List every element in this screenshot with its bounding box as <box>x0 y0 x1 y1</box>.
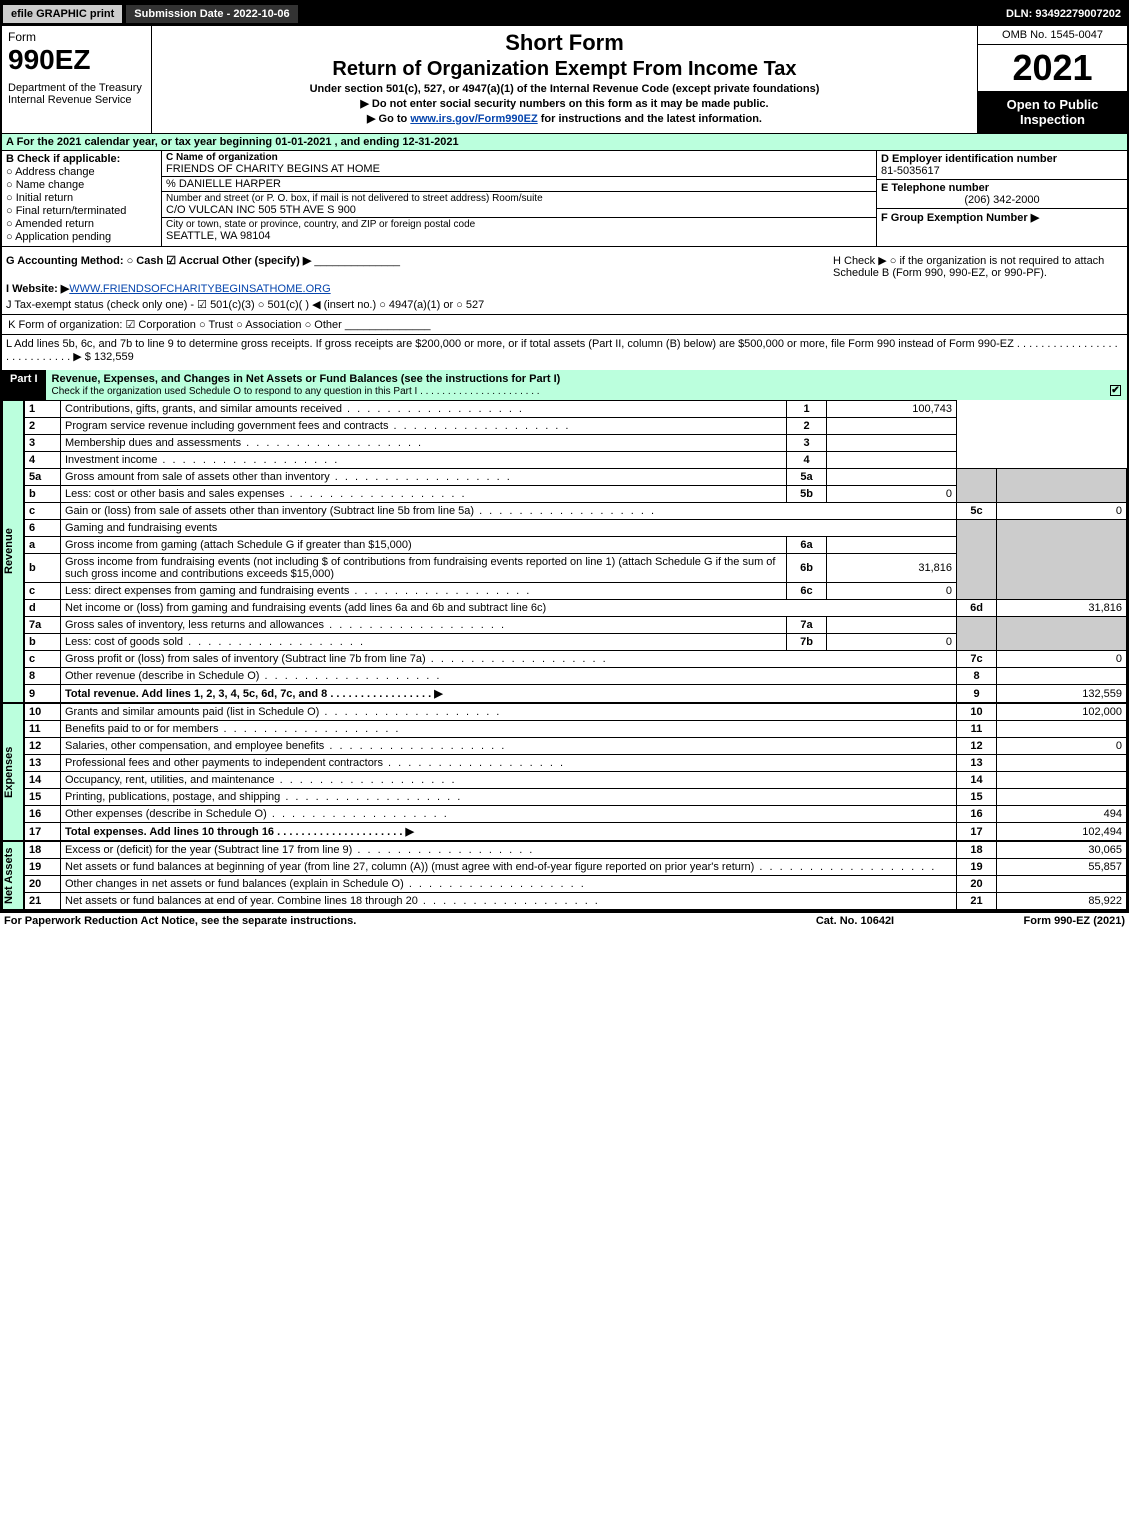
short-form-title: Short Form <box>156 30 973 56</box>
group-exempt-label: F Group Exemption Number ▶ <box>881 211 1123 224</box>
j-tax-exempt: J Tax-exempt status (check only one) - ☑… <box>6 298 1123 311</box>
irs-link[interactable]: www.irs.gov/Form990EZ <box>410 113 537 125</box>
l-value: 132,559 <box>94 351 134 363</box>
side-expenses: Expenses <box>2 703 24 841</box>
percent-name: % DANIELLE HARPER <box>162 177 876 192</box>
main-title: Return of Organization Exempt From Incom… <box>156 58 973 81</box>
chk-address[interactable]: Address change <box>6 166 157 178</box>
form-container: efile GRAPHIC print Submission Date - 20… <box>0 0 1129 912</box>
revenue-table: 1Contributions, gifts, grants, and simil… <box>24 400 1127 703</box>
g-accounting: G Accounting Method: ○ Cash ☑ Accrual Ot… <box>6 254 823 267</box>
net-assets-table: 18Excess or (deficit) for the year (Subt… <box>24 841 1127 910</box>
submission-date: Submission Date - 2022-10-06 <box>125 4 298 24</box>
footer-catno: Cat. No. 10642I <box>765 915 945 927</box>
part1-label: Part I <box>2 370 46 400</box>
header-right: OMB No. 1545-0047 2021 Open to Public In… <box>977 26 1127 133</box>
chk-pending[interactable]: Application pending <box>6 231 157 243</box>
omb-number: OMB No. 1545-0047 <box>978 26 1127 45</box>
b-label: B Check if applicable: <box>6 153 157 165</box>
efile-graphic-print[interactable]: efile GRAPHIC print <box>2 4 123 24</box>
side-net-assets: Net Assets <box>2 841 24 910</box>
c-name-label: C Name of organization <box>166 152 872 163</box>
addr-label: Number and street (or P. O. box, if mail… <box>166 193 872 204</box>
section-bcd: B Check if applicable: Address change Na… <box>2 151 1127 247</box>
revenue-section: Revenue 1Contributions, gifts, grants, a… <box>2 400 1127 703</box>
form-number: 990EZ <box>8 44 145 76</box>
chk-final[interactable]: Final return/terminated <box>6 205 157 217</box>
col-c-org: C Name of organization FRIENDS OF CHARIT… <box>162 151 877 246</box>
topbar: efile GRAPHIC print Submission Date - 20… <box>2 2 1127 26</box>
subtitle: Under section 501(c), 527, or 4947(a)(1)… <box>156 83 973 95</box>
chk-amended[interactable]: Amended return <box>6 218 157 230</box>
l-gross-receipts: L Add lines 5b, 6c, and 7b to line 9 to … <box>6 338 1123 363</box>
part1-header: Part I Revenue, Expenses, and Changes in… <box>2 370 1127 400</box>
page-footer: For Paperwork Reduction Act Notice, see … <box>0 912 1129 929</box>
dln: DLN: 93492279007202 <box>1006 8 1127 20</box>
city-label: City or town, state or province, country… <box>166 219 872 230</box>
open-public: Open to Public Inspection <box>978 91 1127 133</box>
footer-form: Form 990-EZ (2021) <box>945 915 1125 927</box>
section-ghijkl: G Accounting Method: ○ Cash ☑ Accrual Ot… <box>2 247 1127 370</box>
footer-left: For Paperwork Reduction Act Notice, see … <box>4 915 765 927</box>
row-a-period: A For the 2021 calendar year, or tax yea… <box>2 134 1127 151</box>
tel-value: (206) 342-2000 <box>881 194 1123 206</box>
instr-goto: ▶ Go to www.irs.gov/Form990EZ for instru… <box>156 112 973 125</box>
part1-checkbox[interactable] <box>1110 385 1121 396</box>
city-state-zip: SEATTLE, WA 98104 <box>166 230 872 242</box>
department: Department of the Treasury Internal Reve… <box>8 82 145 106</box>
col-b-checks: B Check if applicable: Address change Na… <box>2 151 162 246</box>
expenses-section: Expenses 10Grants and similar amounts pa… <box>2 703 1127 841</box>
expenses-table: 10Grants and similar amounts paid (list … <box>24 703 1127 841</box>
website-link[interactable]: WWW.FRIENDSOFCHARITYBEGINSATHOME.ORG <box>69 283 330 295</box>
ein-label: D Employer identification number <box>881 153 1123 165</box>
i-website: I Website: ▶WWW.FRIENDSOFCHARITYBEGINSAT… <box>6 282 1123 295</box>
chk-initial[interactable]: Initial return <box>6 192 157 204</box>
instr-ssn: ▶ Do not enter social security numbers o… <box>156 97 973 110</box>
header-left: Form 990EZ Department of the Treasury In… <box>2 26 152 133</box>
form-header: Form 990EZ Department of the Treasury In… <box>2 26 1127 134</box>
chk-name[interactable]: Name change <box>6 179 157 191</box>
ein-value: 81-5035617 <box>881 165 1123 177</box>
net-assets-section: Net Assets 18Excess or (deficit) for the… <box>2 841 1127 910</box>
tel-label: E Telephone number <box>881 182 1123 194</box>
form-label: Form <box>8 30 145 44</box>
k-form-org: K Form of organization: ☑ Corporation ○ … <box>2 314 1127 335</box>
h-schedule-b: H Check ▶ ○ if the organization is not r… <box>823 254 1123 279</box>
tax-year: 2021 <box>978 45 1127 91</box>
header-mid: Short Form Return of Organization Exempt… <box>152 26 977 133</box>
part1-title: Revenue, Expenses, and Changes in Net As… <box>46 370 1127 400</box>
street-address: C/O VULCAN INC 505 5TH AVE S 900 <box>166 204 872 216</box>
side-revenue: Revenue <box>2 400 24 703</box>
org-name: FRIENDS OF CHARITY BEGINS AT HOME <box>166 163 872 175</box>
col-d-ein: D Employer identification number 81-5035… <box>877 151 1127 246</box>
